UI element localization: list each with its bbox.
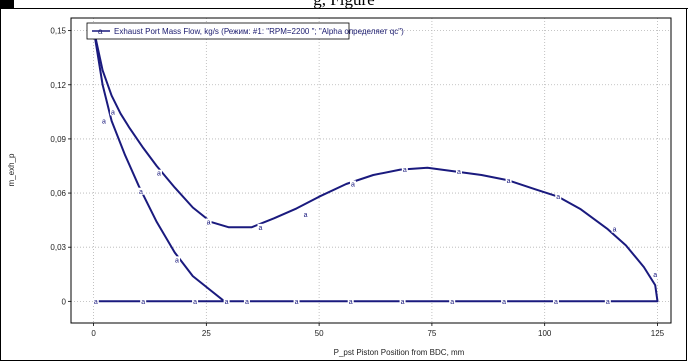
data-marker-bg xyxy=(347,297,354,305)
data-marker-bg xyxy=(455,167,462,175)
data-marker: a xyxy=(157,171,161,178)
x-axis-title: P_pst Piston Position from BDC, mm xyxy=(334,348,465,357)
header-rule xyxy=(0,8,688,9)
y-tick-label: 0,15 xyxy=(50,27,66,36)
data-marker: a xyxy=(139,189,143,196)
data-marker-bg xyxy=(604,297,611,305)
data-marker-bg xyxy=(92,297,99,305)
data-marker: a xyxy=(295,299,299,306)
header-left-mark xyxy=(0,0,14,9)
header-cut-text: g, Figure xyxy=(0,0,688,9)
data-marker-bg xyxy=(293,297,300,305)
y-axis-title: m_exh_p xyxy=(7,153,16,186)
data-marker: a xyxy=(259,225,263,232)
data-marker: a xyxy=(556,194,560,201)
data-marker-bg xyxy=(174,256,181,264)
data-marker: a xyxy=(554,299,558,306)
data-marker-bg xyxy=(192,297,199,305)
markers-layer: a a a a a a a a a a a a a a a a a a a a a a a a a a a a xyxy=(91,27,659,306)
data-marker-bg xyxy=(399,297,406,305)
data-marker: a xyxy=(102,118,106,125)
data-marker: a xyxy=(349,299,353,306)
plot-border xyxy=(70,17,672,324)
data-marker: a xyxy=(193,299,197,306)
data-marker: a xyxy=(94,299,98,306)
y-tick-label: 0,06 xyxy=(50,189,66,198)
x-tick-label: 50 xyxy=(315,329,324,338)
data-marker: a xyxy=(613,227,617,234)
data-marker-bg xyxy=(223,297,230,305)
data-marker: a xyxy=(502,299,506,306)
plot-background xyxy=(71,18,671,323)
data-marker: a xyxy=(457,169,461,176)
legend: a Exhaust Port Mass Flow, kg/s (Режим: #… xyxy=(86,22,404,40)
legend-box xyxy=(86,22,350,40)
data-marker: a xyxy=(606,299,610,306)
y-tick-label: 0,03 xyxy=(50,243,66,252)
data-marker-bg xyxy=(243,297,250,305)
data-marker: a xyxy=(207,219,211,226)
x-tick-label: 125 xyxy=(651,329,665,338)
y-tick-label: 0,09 xyxy=(50,135,66,144)
data-marker-bg xyxy=(611,225,618,233)
x-tick-label: 75 xyxy=(427,329,436,338)
x-tick-label: 0 xyxy=(91,329,96,338)
data-marker: a xyxy=(403,167,407,174)
data-marker-bg xyxy=(155,169,162,177)
data-marker: a xyxy=(401,299,405,306)
data-marker-bg xyxy=(552,297,559,305)
y-tick-label: 0,12 xyxy=(50,81,66,90)
x-tick-label: 25 xyxy=(202,329,211,338)
series-layer xyxy=(92,28,659,303)
data-marker: a xyxy=(351,182,355,189)
data-marker: a xyxy=(450,299,454,306)
data-marker-bg xyxy=(100,117,107,125)
data-marker: a xyxy=(141,299,145,306)
legend-label: Exhaust Port Mass Flow, kg/s (Режим: #1:… xyxy=(114,27,404,36)
data-marker-bg xyxy=(140,297,147,305)
data-marker-bg xyxy=(109,108,116,116)
data-marker-bg xyxy=(555,193,562,201)
data-marker: a xyxy=(225,299,229,306)
data-marker-bg xyxy=(401,166,408,174)
document-header-fragment: g, Figure xyxy=(0,0,688,9)
y-tick-label: 0 xyxy=(62,297,67,306)
x-tick-label: 100 xyxy=(538,329,552,338)
data-marker: a xyxy=(111,109,115,116)
data-marker: a xyxy=(304,212,308,219)
data-marker-bg xyxy=(652,270,659,278)
data-marker: a xyxy=(653,272,657,279)
legend-marker: a xyxy=(98,27,103,36)
data-marker: a xyxy=(175,257,179,264)
data-marker-bg xyxy=(449,297,456,305)
data-marker-bg xyxy=(302,211,309,219)
data-marker-bg xyxy=(349,180,356,188)
data-marker-bg xyxy=(137,187,144,195)
data-marker-bg xyxy=(257,223,264,231)
data-marker: a xyxy=(245,299,249,306)
data-marker-bg xyxy=(505,176,512,184)
series-line-2 xyxy=(92,28,226,303)
data-marker: a xyxy=(507,178,511,185)
data-marker-bg xyxy=(205,218,212,226)
ticks-layer: 0 25 50 75 100 125 0 0,03 0,06 0,09 0,12 0,15 xyxy=(50,27,664,338)
series-line-1 xyxy=(92,28,659,303)
data-marker-bg xyxy=(501,297,508,305)
